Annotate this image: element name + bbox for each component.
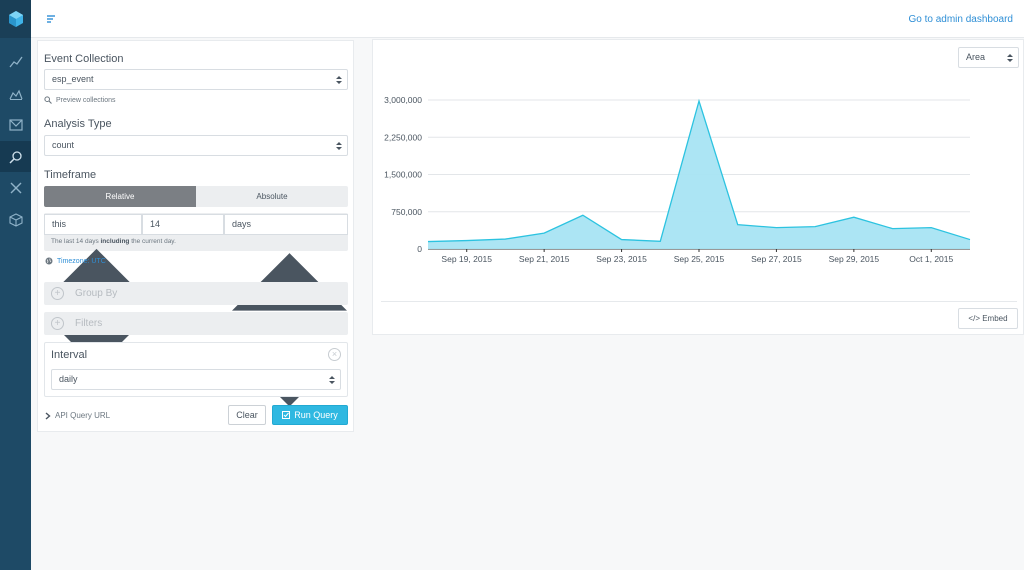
check-square-icon bbox=[282, 411, 291, 419]
clear-button[interactable]: Clear bbox=[228, 405, 266, 425]
chart-type-value: Area bbox=[966, 52, 986, 62]
tab-absolute[interactable]: Absolute bbox=[196, 186, 348, 207]
chevron-updown-icon bbox=[52, 248, 141, 368]
y-tick-label: 1,500,000 bbox=[384, 170, 422, 180]
timezone-link[interactable]: Timezone: UTC bbox=[45, 257, 106, 265]
query-builder-panel: Event Collection esp_event Preview colle… bbox=[37, 40, 354, 432]
menu-icon[interactable] bbox=[45, 13, 57, 25]
chevron-updown-icon bbox=[1007, 54, 1013, 62]
search-icon bbox=[44, 96, 52, 104]
timezone-text: Timezone: UTC bbox=[57, 257, 106, 265]
timeframe-label: Timeframe bbox=[44, 169, 97, 181]
help-text-end: the current day. bbox=[129, 238, 176, 245]
y-tick-label: 750,000 bbox=[391, 207, 422, 217]
tab-relative[interactable]: Relative bbox=[44, 186, 196, 207]
relative-timeframe-box: this 14 days The last 14 days including … bbox=[44, 213, 348, 407]
event-collection-value: esp_event bbox=[52, 74, 94, 84]
run-query-text: Run Query bbox=[294, 410, 338, 420]
embed-button[interactable]: </> Embed bbox=[958, 308, 1018, 329]
x-tick-label: Oct 1, 2015 bbox=[909, 254, 953, 264]
group-by-section[interactable]: + Group By bbox=[44, 282, 348, 305]
x-tick-label: Sep 23, 2015 bbox=[596, 254, 647, 264]
group-by-text: Group By bbox=[75, 288, 118, 299]
tools-icon[interactable] bbox=[0, 172, 31, 203]
area-chart-icon[interactable] bbox=[0, 78, 31, 109]
area-series-fill bbox=[428, 100, 970, 249]
plus-icon: + bbox=[51, 317, 64, 330]
explorer-icon[interactable] bbox=[0, 141, 31, 172]
timeframe-unit-value: days bbox=[232, 219, 252, 229]
timeframe-amount-value: 14 bbox=[150, 219, 161, 229]
interval-select[interactable]: daily bbox=[51, 369, 341, 390]
y-tick-label: 0 bbox=[417, 244, 422, 254]
analysis-type-value: count bbox=[52, 140, 75, 150]
timeframe-amount-input[interactable]: 14 bbox=[142, 214, 224, 235]
analysis-type-select[interactable]: count bbox=[44, 135, 348, 156]
admin-dashboard-link[interactable]: Go to admin dashboard bbox=[908, 14, 1013, 25]
filters-text: Filters bbox=[75, 318, 103, 329]
y-tick-label: 3,000,000 bbox=[384, 95, 422, 105]
preview-collections-link[interactable]: Preview collections bbox=[44, 96, 116, 104]
chevron-updown-icon bbox=[336, 142, 342, 150]
chart-card: 0 750,000 1,500,000 2,250,000 3,000,000 Sep 1… bbox=[372, 39, 1024, 335]
chevron-updown-icon bbox=[336, 76, 342, 84]
event-collection-label: Event Collection bbox=[44, 53, 124, 65]
mail-icon[interactable] bbox=[0, 109, 31, 140]
help-text-start: The last 14 days bbox=[51, 238, 101, 245]
timeframe-tabs: Relative Absolute bbox=[44, 186, 348, 207]
timeframe-unit-select[interactable]: days bbox=[224, 214, 348, 407]
event-collection-select[interactable]: esp_event bbox=[44, 69, 348, 90]
interval-value: daily bbox=[59, 374, 78, 384]
timeframe-relativity-select[interactable]: this bbox=[44, 214, 142, 368]
left-nav-rail bbox=[0, 0, 31, 570]
interval-section: Interval × daily bbox=[44, 342, 348, 397]
divider bbox=[381, 301, 1017, 302]
globe-icon bbox=[45, 257, 53, 265]
top-bar: Go to admin dashboard bbox=[31, 0, 1024, 38]
timeframe-help-text: The last 14 days including the current d… bbox=[51, 238, 176, 245]
help-text-bold: including bbox=[100, 238, 130, 245]
filters-section[interactable]: + Filters bbox=[44, 312, 348, 335]
interval-label: Interval bbox=[51, 349, 88, 361]
timeframe-relativity-value: this bbox=[52, 219, 67, 229]
chart-type-select[interactable]: Area bbox=[958, 47, 1019, 68]
chevron-right-icon bbox=[45, 411, 51, 420]
logo-cube-icon[interactable] bbox=[0, 0, 31, 38]
y-tick-label: 2,250,000 bbox=[384, 132, 422, 142]
api-query-url-text: API Query URL bbox=[55, 411, 111, 420]
preview-collections-text: Preview collections bbox=[56, 96, 116, 104]
x-tick-label: Sep 29, 2015 bbox=[829, 254, 880, 264]
line-chart-icon[interactable] bbox=[0, 46, 31, 77]
cube-icon[interactable] bbox=[0, 204, 31, 235]
area-chart: 0 750,000 1,500,000 2,250,000 3,000,000 Sep 1… bbox=[384, 95, 971, 264]
x-tick-label: Sep 21, 2015 bbox=[519, 254, 570, 264]
x-tick-label: Sep 27, 2015 bbox=[751, 254, 802, 264]
x-tick-label: Sep 19, 2015 bbox=[441, 254, 492, 264]
api-query-url-toggle[interactable]: API Query URL bbox=[45, 411, 110, 420]
close-icon[interactable]: × bbox=[328, 348, 341, 361]
chevron-updown-icon bbox=[329, 376, 335, 384]
x-tick-label: Sep 25, 2015 bbox=[674, 254, 725, 264]
analysis-type-label: Analysis Type bbox=[44, 118, 112, 130]
run-query-button[interactable]: Run Query bbox=[272, 405, 348, 425]
plus-icon: + bbox=[51, 287, 64, 300]
